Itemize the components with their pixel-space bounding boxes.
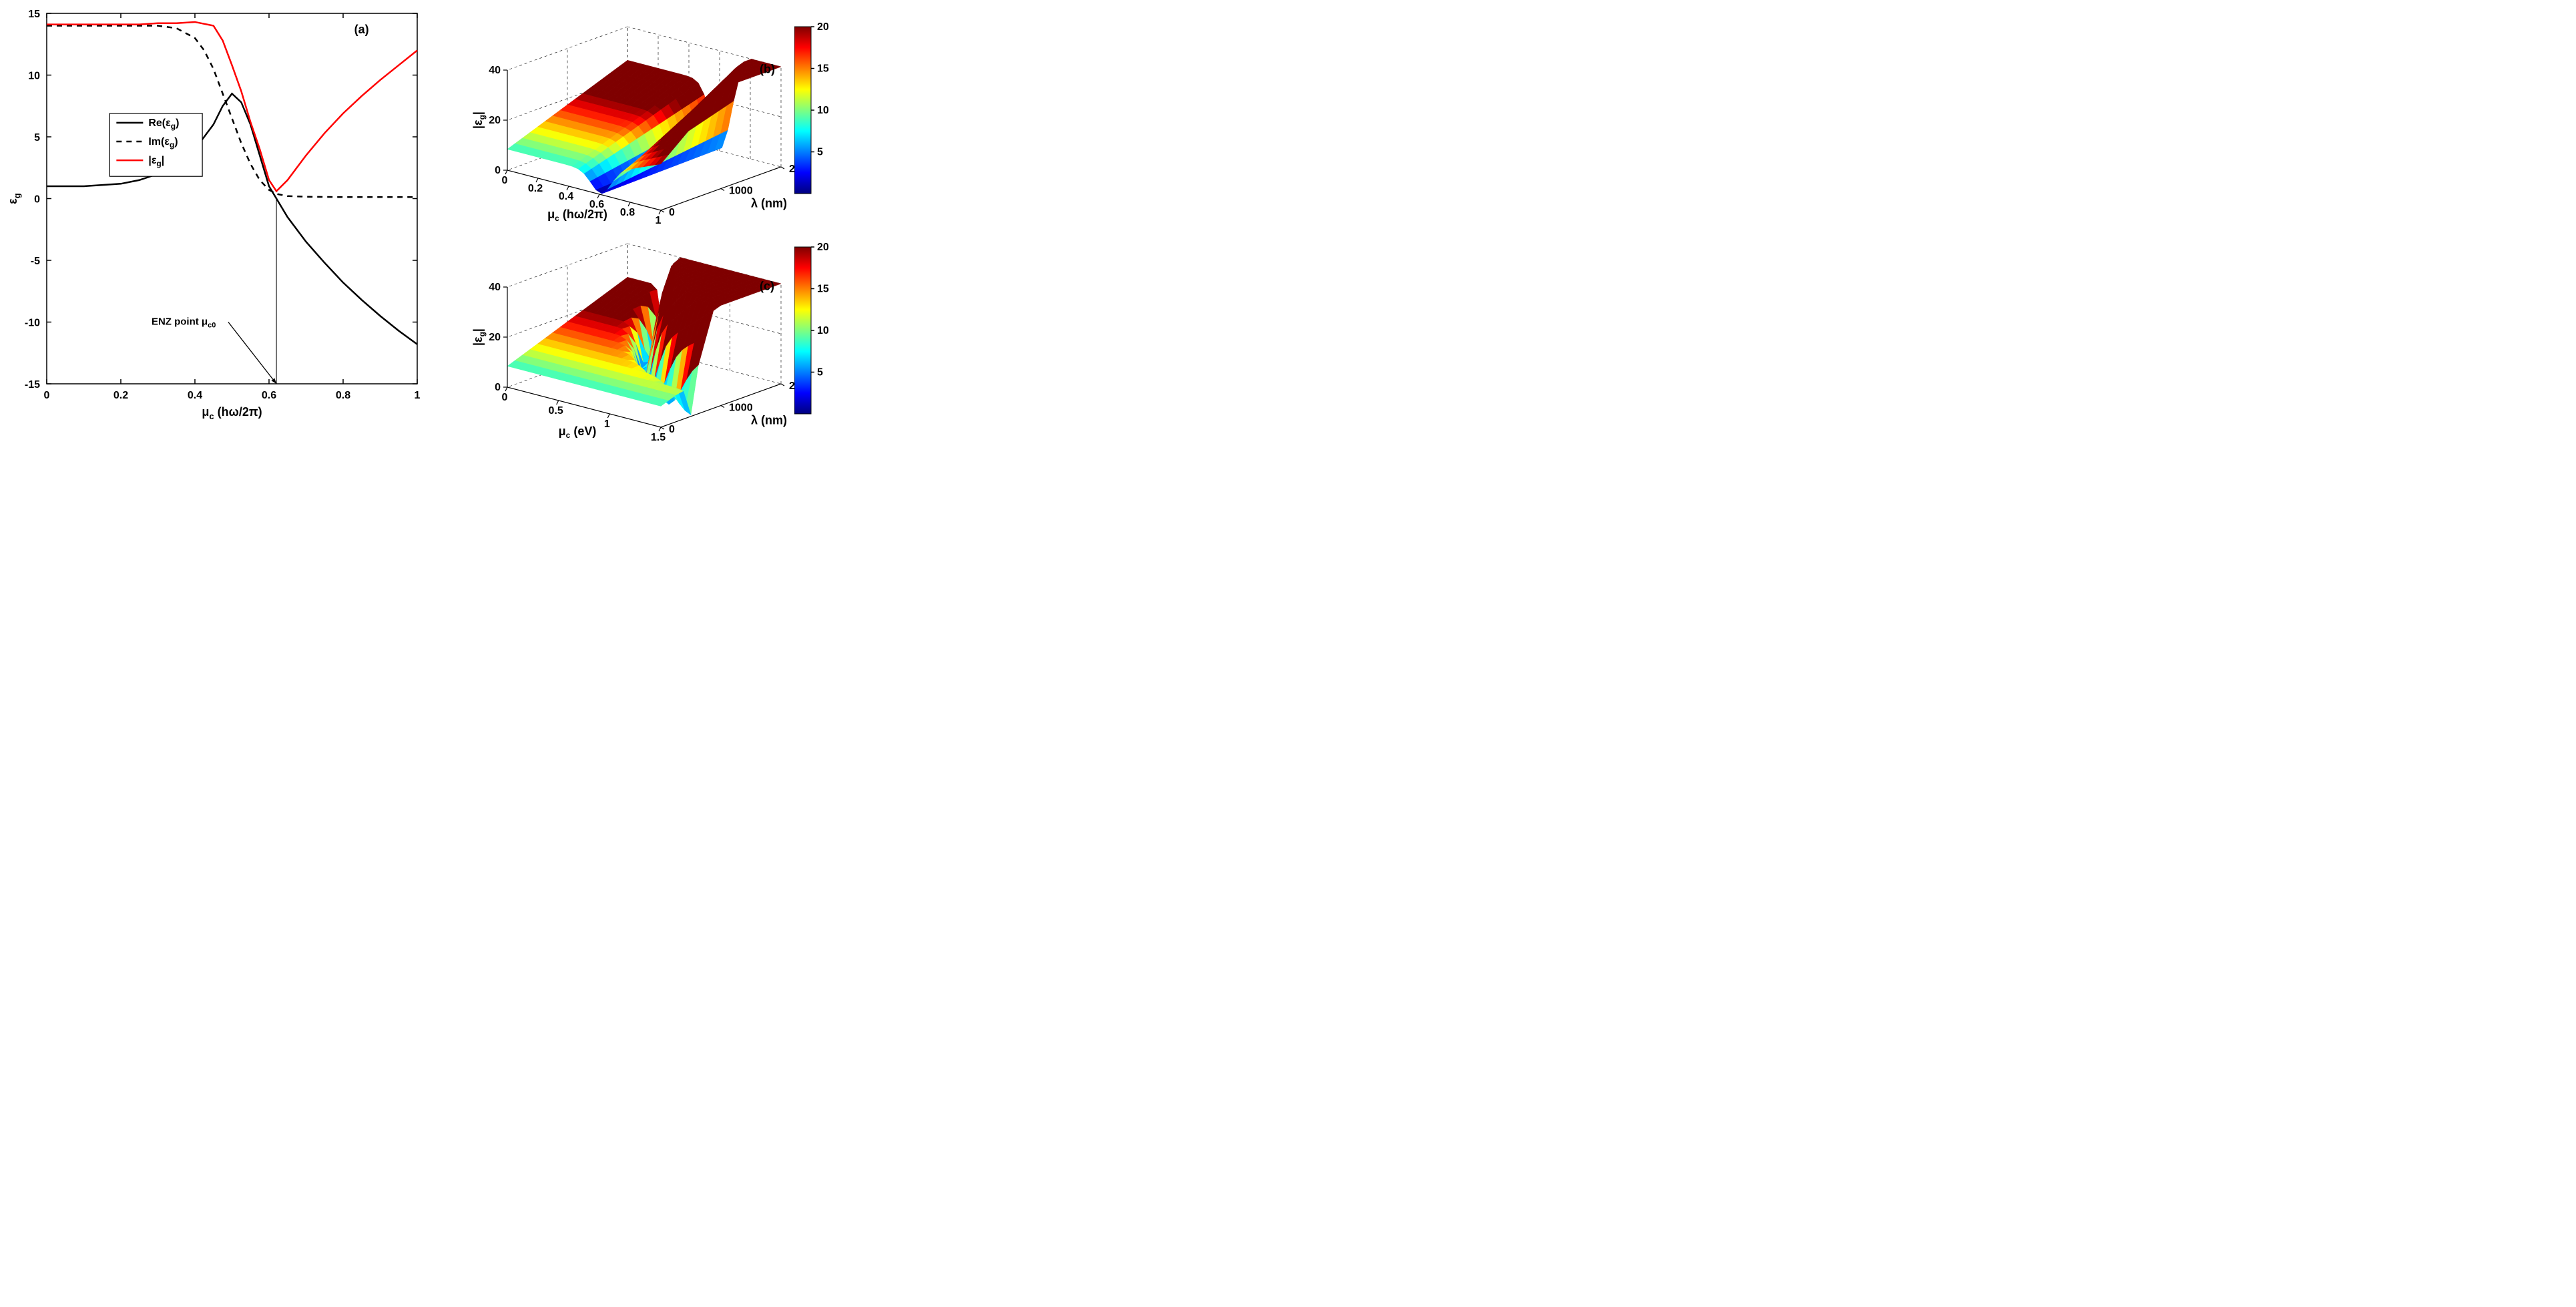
- colorbar-b: 5 10 15 20: [794, 20, 848, 200]
- svg-text:μc (hω/2π): μc (hω/2π): [202, 405, 262, 421]
- svg-text:(c): (c): [760, 279, 774, 292]
- svg-text:10: 10: [817, 325, 829, 336]
- svg-text:λ (nm): λ (nm): [751, 197, 787, 210]
- svg-text:20: 20: [489, 332, 501, 343]
- svg-text:(b): (b): [760, 62, 775, 75]
- svg-text:0: 0: [669, 207, 675, 218]
- series-Im(ε_g): [47, 26, 417, 198]
- svg-text:10: 10: [28, 71, 40, 82]
- svg-text:1: 1: [604, 419, 610, 430]
- panel-b: 00.20.40.60.8101000200002040μc (hω/2π)λ …: [427, 10, 801, 224]
- svg-text:0: 0: [669, 424, 675, 435]
- svg-text:40: 40: [489, 65, 501, 76]
- panel-c: 00.511.501000200002040μc (eV)λ (nm)|εg|(…: [427, 227, 801, 441]
- svg-text:0.8: 0.8: [336, 390, 350, 401]
- svg-text:1.5: 1.5: [651, 432, 666, 441]
- svg-text:5: 5: [817, 147, 823, 158]
- svg-text:10: 10: [817, 105, 829, 116]
- svg-text:|εg|: |εg|: [148, 155, 164, 168]
- svg-text:5: 5: [817, 367, 823, 378]
- svg-text:0.4: 0.4: [188, 390, 202, 401]
- svg-text:-10: -10: [25, 318, 40, 329]
- panel-a: 0 0.2 0.4 0.6 0.8 1 -15 -10 -5 0 5 10 15 μc (hω/2π) εg…: [0, 0, 431, 431]
- svg-text:1000: 1000: [729, 186, 753, 197]
- svg-text:0.4: 0.4: [559, 191, 573, 202]
- svg-text:0: 0: [502, 392, 508, 403]
- svg-text:1: 1: [415, 390, 421, 401]
- svg-text:ENZ point μc0: ENZ point μc0: [152, 316, 216, 330]
- svg-text:0.2: 0.2: [113, 390, 128, 401]
- svg-text:μc (hω/2π): μc (hω/2π): [547, 208, 607, 223]
- svg-text:0.6: 0.6: [262, 390, 276, 401]
- svg-text:-15: -15: [25, 379, 40, 390]
- svg-text:40: 40: [489, 282, 501, 293]
- svg-text:0.5: 0.5: [549, 405, 563, 417]
- svg-text:20: 20: [817, 21, 829, 33]
- svg-text:1000: 1000: [729, 403, 753, 414]
- svg-text:μc (eV): μc (eV): [559, 425, 597, 440]
- svg-text:|εg|: |εg|: [471, 328, 487, 346]
- svg-text:0: 0: [502, 175, 508, 186]
- svg-text:0.2: 0.2: [528, 183, 543, 194]
- svg-text:15: 15: [28, 9, 40, 20]
- svg-text:15: 15: [817, 63, 829, 75]
- colorbar-c: 5 10 15 20: [794, 240, 848, 421]
- svg-text:0: 0: [495, 165, 501, 176]
- svg-text:1: 1: [656, 215, 662, 224]
- svg-text:0: 0: [495, 382, 501, 393]
- svg-text:0: 0: [44, 390, 50, 401]
- svg-text:-5: -5: [31, 256, 40, 267]
- svg-text:5: 5: [34, 132, 40, 144]
- series-|ε_g|: [47, 22, 417, 191]
- svg-text:0: 0: [34, 194, 40, 206]
- svg-text:0.8: 0.8: [620, 207, 635, 218]
- svg-text:(a): (a): [354, 23, 369, 36]
- svg-text:20: 20: [489, 115, 501, 126]
- svg-text:λ (nm): λ (nm): [751, 414, 787, 427]
- series-Re(ε_g): [47, 93, 417, 344]
- svg-text:εg: εg: [6, 193, 22, 204]
- svg-text:|εg|: |εg|: [471, 111, 487, 129]
- svg-text:15: 15: [817, 284, 829, 295]
- svg-text:20: 20: [817, 242, 829, 253]
